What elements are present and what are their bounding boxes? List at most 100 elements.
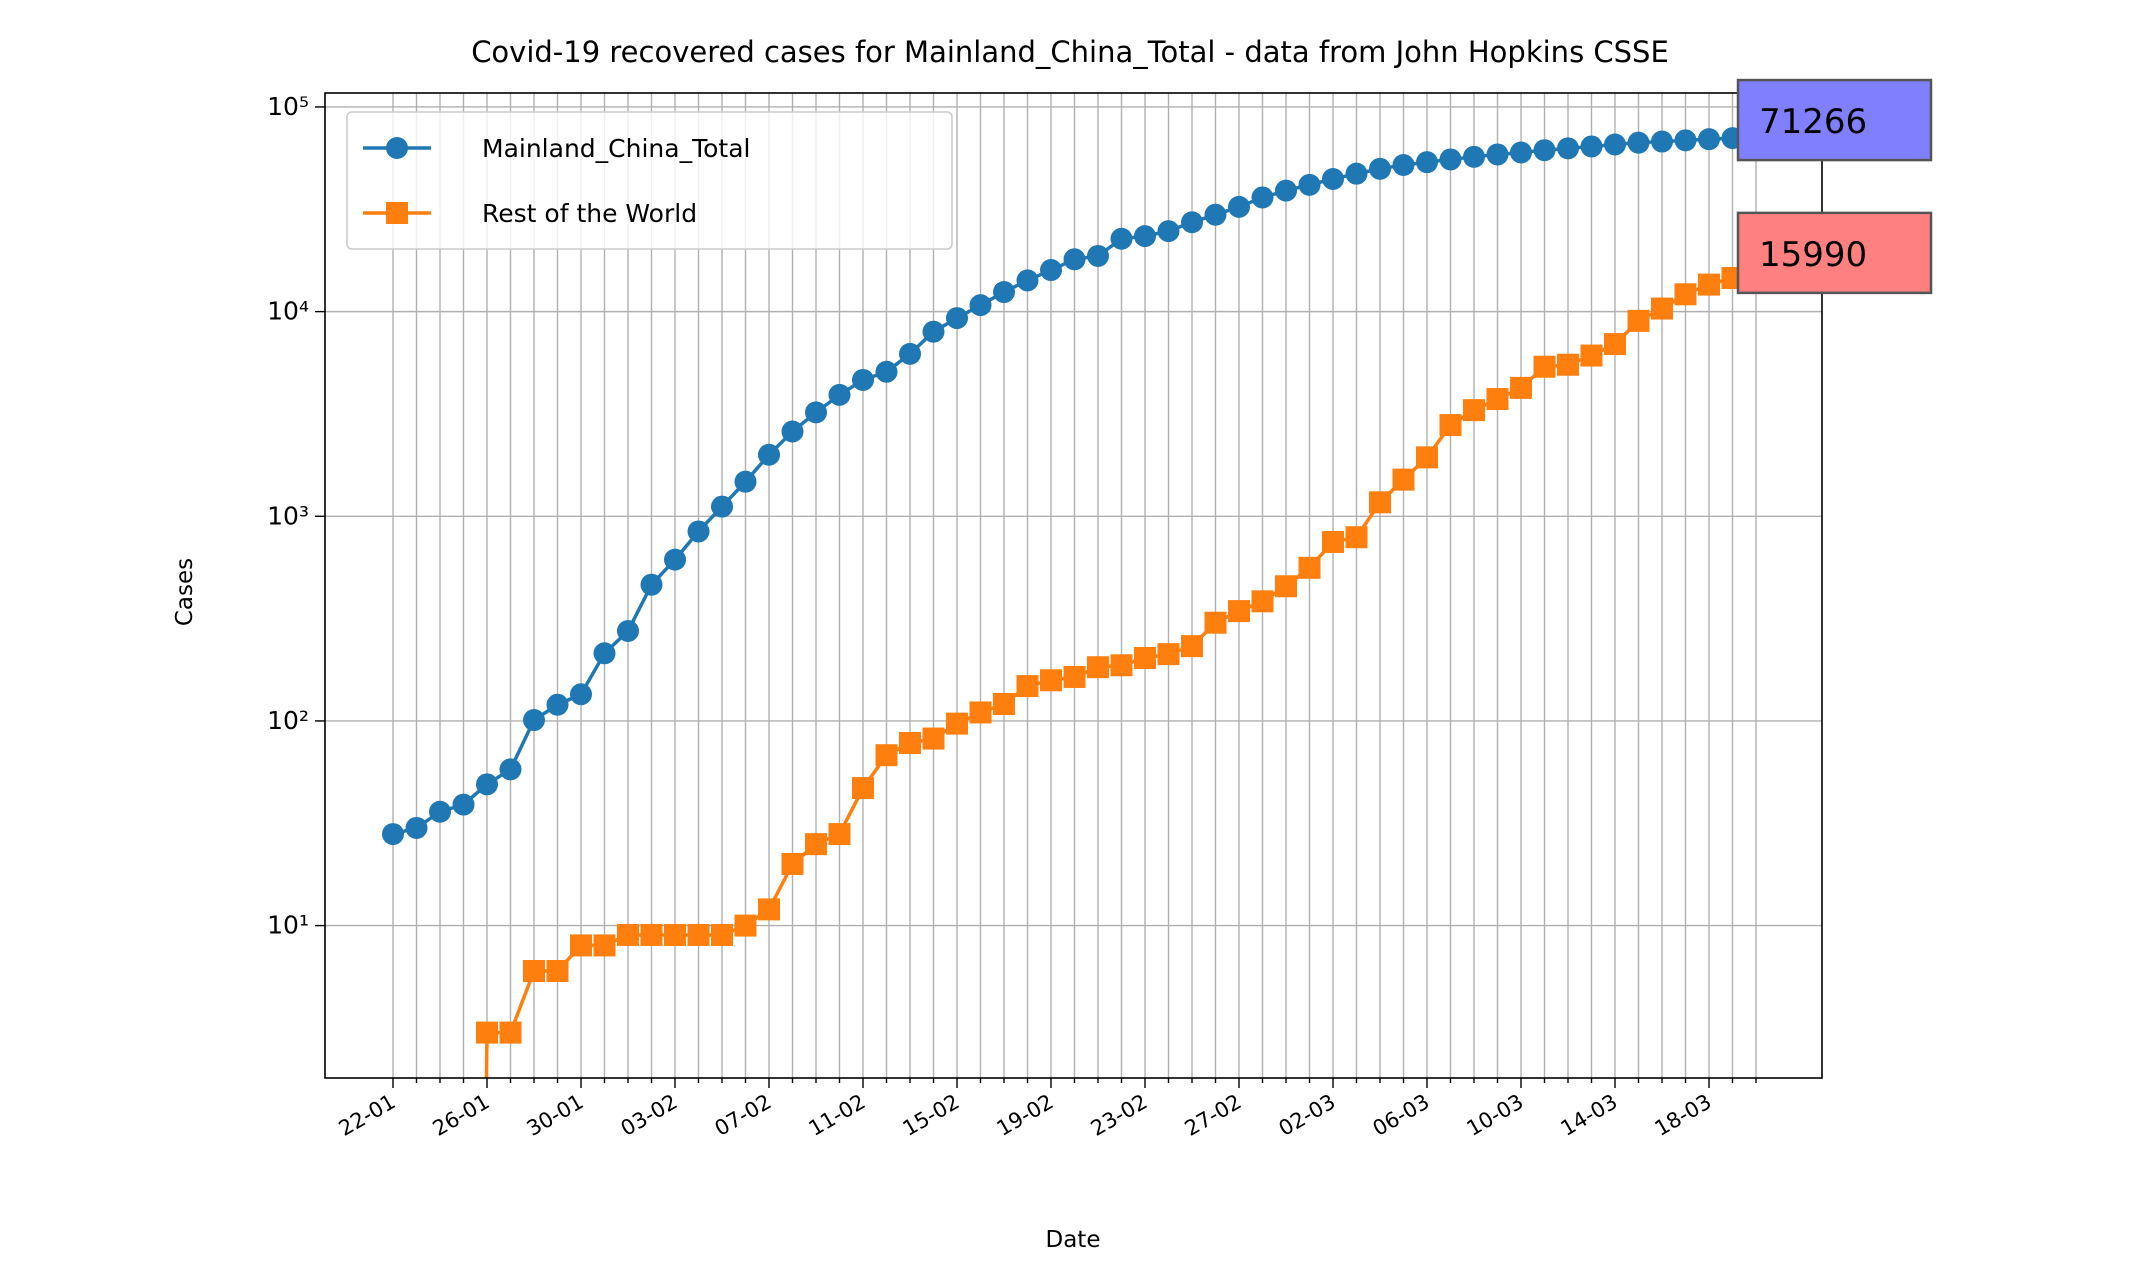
value-label: 15990 bbox=[1759, 235, 1867, 275]
data-point bbox=[969, 701, 992, 724]
data-point bbox=[734, 470, 757, 493]
data-point bbox=[1463, 145, 1485, 168]
value-label: 71266 bbox=[1759, 102, 1867, 142]
x-tick-label: 07-02 bbox=[711, 1090, 776, 1141]
data-point bbox=[1627, 309, 1650, 332]
data-point bbox=[1134, 646, 1156, 669]
x-axis-label: Date bbox=[1046, 1227, 1101, 1253]
data-point bbox=[664, 548, 686, 571]
data-point bbox=[852, 777, 874, 800]
data-point bbox=[1110, 654, 1133, 677]
data-point bbox=[1063, 665, 1086, 688]
data-point bbox=[1181, 635, 1203, 658]
x-tick-label: 19-02 bbox=[993, 1090, 1058, 1141]
data-point bbox=[1439, 148, 1462, 171]
data-point bbox=[1486, 143, 1509, 166]
data-point bbox=[1369, 157, 1391, 180]
data-point bbox=[1251, 186, 1274, 209]
y-axis-label: Cases bbox=[172, 558, 198, 626]
data-point bbox=[617, 923, 639, 946]
data-point bbox=[1463, 399, 1485, 422]
data-point bbox=[852, 368, 874, 391]
data-point bbox=[687, 520, 710, 543]
data-point bbox=[758, 443, 780, 466]
data-point bbox=[593, 642, 616, 665]
legend-marker bbox=[386, 202, 408, 224]
data-point bbox=[1698, 273, 1720, 296]
data-point bbox=[1298, 173, 1321, 196]
data-point bbox=[1651, 130, 1673, 153]
legend-box bbox=[346, 111, 953, 250]
data-point bbox=[1134, 225, 1156, 248]
data-point bbox=[1486, 388, 1509, 411]
grid bbox=[325, 93, 1822, 1078]
data-point bbox=[1604, 133, 1626, 156]
data-point bbox=[499, 1021, 522, 1044]
data-point bbox=[593, 934, 616, 957]
data-point bbox=[1345, 526, 1368, 549]
data-point bbox=[1416, 446, 1438, 469]
data-point bbox=[476, 1021, 498, 1044]
data-point bbox=[476, 773, 498, 796]
data-point bbox=[1110, 227, 1133, 250]
data-point bbox=[382, 823, 404, 846]
data-point bbox=[617, 620, 639, 643]
data-point bbox=[546, 959, 569, 982]
legend-marker bbox=[386, 137, 408, 159]
data-point bbox=[1416, 151, 1438, 174]
data-point bbox=[734, 914, 757, 937]
overlay: 22-01 26-01 30-01 03-02 07-02 11-02 15-02 19-02… bbox=[267, 78, 1933, 1141]
data-point bbox=[1063, 248, 1086, 271]
x-tick-label: 06-03 bbox=[1369, 1090, 1434, 1141]
data-point bbox=[828, 823, 851, 846]
x-tick-label: 10-03 bbox=[1463, 1090, 1528, 1141]
data-point bbox=[1439, 414, 1462, 437]
data-point bbox=[1087, 244, 1109, 267]
y-tick-label: 10² bbox=[267, 706, 309, 735]
data-point bbox=[1604, 333, 1626, 356]
data-point bbox=[758, 898, 780, 921]
data-point bbox=[1087, 656, 1109, 679]
x-tick-label: 15-02 bbox=[899, 1090, 964, 1141]
data-point bbox=[1251, 590, 1274, 613]
x-tick-label: 11-02 bbox=[805, 1090, 870, 1141]
data-point bbox=[523, 959, 545, 982]
data-point bbox=[1369, 491, 1391, 514]
x-tick-label: 26-01 bbox=[429, 1090, 494, 1141]
x-tick-label: 18-03 bbox=[1651, 1090, 1716, 1141]
data-point bbox=[1392, 154, 1415, 176]
data-point bbox=[1275, 179, 1297, 202]
chart-title: Covid-19 recovered cases for Mainland_Ch… bbox=[471, 35, 1669, 69]
y-tick-label: 10¹ bbox=[267, 911, 309, 940]
data-point bbox=[1275, 575, 1297, 598]
data-point bbox=[805, 833, 827, 856]
x-tick-label: 22-01 bbox=[335, 1090, 400, 1141]
data-point bbox=[1557, 137, 1579, 160]
data-point bbox=[1204, 203, 1227, 226]
data-point bbox=[993, 692, 1015, 715]
data-point bbox=[1204, 611, 1227, 634]
data-point bbox=[1228, 195, 1250, 218]
data-point bbox=[405, 816, 428, 839]
data-point bbox=[1157, 643, 1180, 666]
data-point bbox=[523, 709, 545, 732]
data-point bbox=[781, 852, 804, 875]
data-point bbox=[922, 727, 945, 750]
data-point bbox=[1345, 162, 1368, 185]
data-point bbox=[1510, 141, 1532, 164]
data-point bbox=[452, 793, 475, 816]
data-point bbox=[640, 573, 663, 596]
data-point bbox=[1510, 376, 1532, 399]
data-point bbox=[875, 360, 898, 383]
data-point bbox=[781, 420, 804, 443]
x-tick-label: 30-01 bbox=[523, 1090, 588, 1141]
data-point bbox=[1228, 600, 1250, 623]
data-point bbox=[1322, 530, 1344, 553]
data-point bbox=[1181, 211, 1203, 234]
data-point bbox=[1698, 128, 1720, 151]
y-tick-label: 10³ bbox=[267, 501, 309, 530]
data-point bbox=[1322, 167, 1344, 190]
y-tick-label: 10⁴ bbox=[267, 297, 309, 326]
